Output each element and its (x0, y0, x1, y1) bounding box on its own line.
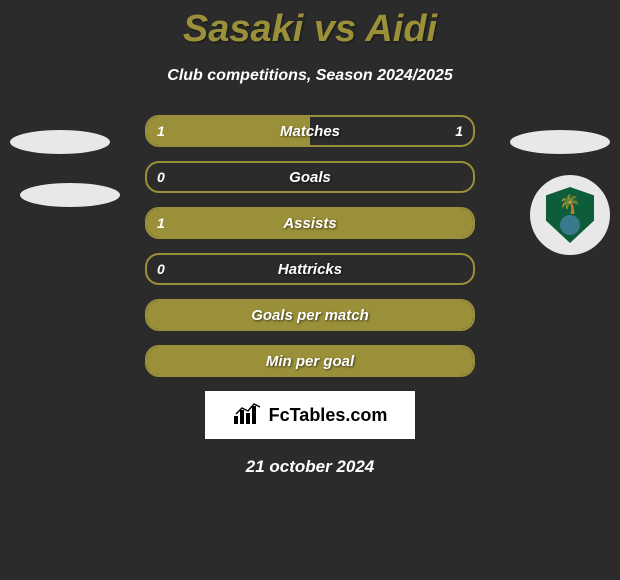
logo-box: FcTables.com (205, 391, 415, 439)
club-badge: 🌴 (530, 175, 610, 255)
stat-left-value: 1 (157, 123, 165, 139)
stat-bars: 1 Matches 1 0 Goals 1 Assists 0 Hattrick… (145, 115, 475, 377)
stat-right-value: 1 (455, 123, 463, 139)
stat-label: Goals per match (251, 307, 369, 324)
shield-icon: 🌴 (546, 187, 594, 243)
stat-row-matches: 1 Matches 1 (145, 115, 475, 147)
chart-icon (233, 402, 263, 429)
stat-left-value: 1 (157, 215, 165, 231)
stat-label: Assists (283, 215, 336, 232)
stat-label: Goals (289, 169, 331, 186)
stat-row-goals: 0 Goals (145, 161, 475, 193)
globe-icon (560, 215, 580, 235)
stat-row-hattricks: 0 Hattricks (145, 253, 475, 285)
subtitle: Club competitions, Season 2024/2025 (0, 67, 620, 85)
ellipse-shape (10, 130, 110, 154)
stat-row-min-per-goal: Min per goal (145, 345, 475, 377)
logo-text: FcTables.com (269, 405, 388, 426)
ellipse-shape (20, 183, 120, 207)
stat-row-goals-per-match: Goals per match (145, 299, 475, 331)
content-area: 🌴 1 Matches 1 0 Goals 1 Assists 0 Ha (0, 115, 620, 477)
stat-label: Matches (280, 123, 340, 140)
stat-left-value: 0 (157, 261, 165, 277)
date-text: 21 october 2024 (0, 457, 620, 477)
stat-label: Min per goal (266, 353, 354, 370)
stat-row-assists: 1 Assists (145, 207, 475, 239)
stat-label: Hattricks (278, 261, 342, 278)
ellipse-shape (510, 130, 610, 154)
palm-icon: 🌴 (559, 195, 581, 213)
page-title: Sasaki vs Aidi (0, 0, 620, 51)
stat-left-value: 0 (157, 169, 165, 185)
